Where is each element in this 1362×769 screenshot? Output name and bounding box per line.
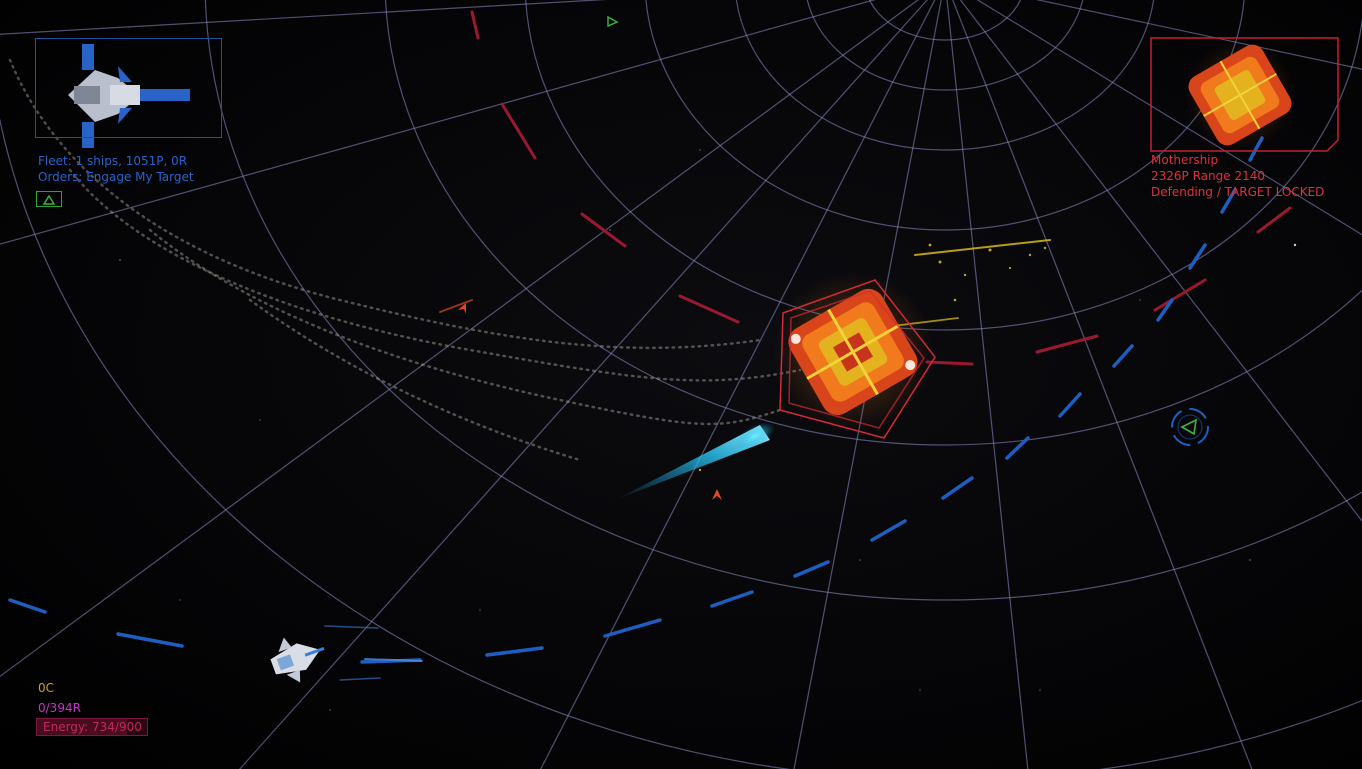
fleet-orders: Orders: Engage My Target	[38, 170, 194, 184]
target-status: Defending / TARGET LOCKED	[1151, 185, 1325, 199]
fleet-summary: Fleet: 1 ships, 1051P, 0R	[38, 154, 188, 168]
fleet-panel[interactable]	[35, 38, 222, 138]
target-preview	[1150, 37, 1339, 152]
triangle-marker-icon	[607, 15, 619, 28]
enemy-fighter	[458, 303, 722, 500]
triangle-up-icon	[42, 194, 56, 205]
target-lock-pentagon	[779, 279, 936, 439]
fleet-ship-preview	[68, 44, 190, 148]
plasma-beam	[615, 422, 775, 500]
energy-bar: Energy: 734/900	[36, 718, 148, 736]
starfield	[119, 149, 1297, 711]
enemy-orbit-dashes	[470, 10, 1292, 366]
orders-button[interactable]	[36, 191, 62, 207]
player-ship-sprite	[270, 637, 325, 683]
target-stats: 2326P Range 2140	[1151, 169, 1265, 183]
laser-streaks	[324, 239, 1051, 681]
credits-readout: 0C	[38, 681, 55, 695]
circle-triangle-indicator-icon	[1171, 408, 1209, 446]
energy-label: Energy: 734/900	[43, 720, 142, 734]
target-name: Mothership	[1151, 153, 1219, 167]
particle-trails	[8, 58, 802, 462]
target-panel[interactable]	[1151, 38, 1338, 151]
resources-readout: 0/394R	[38, 701, 81, 715]
energy-bar-fill	[37, 719, 127, 735]
mothership-sprite	[773, 272, 933, 432]
